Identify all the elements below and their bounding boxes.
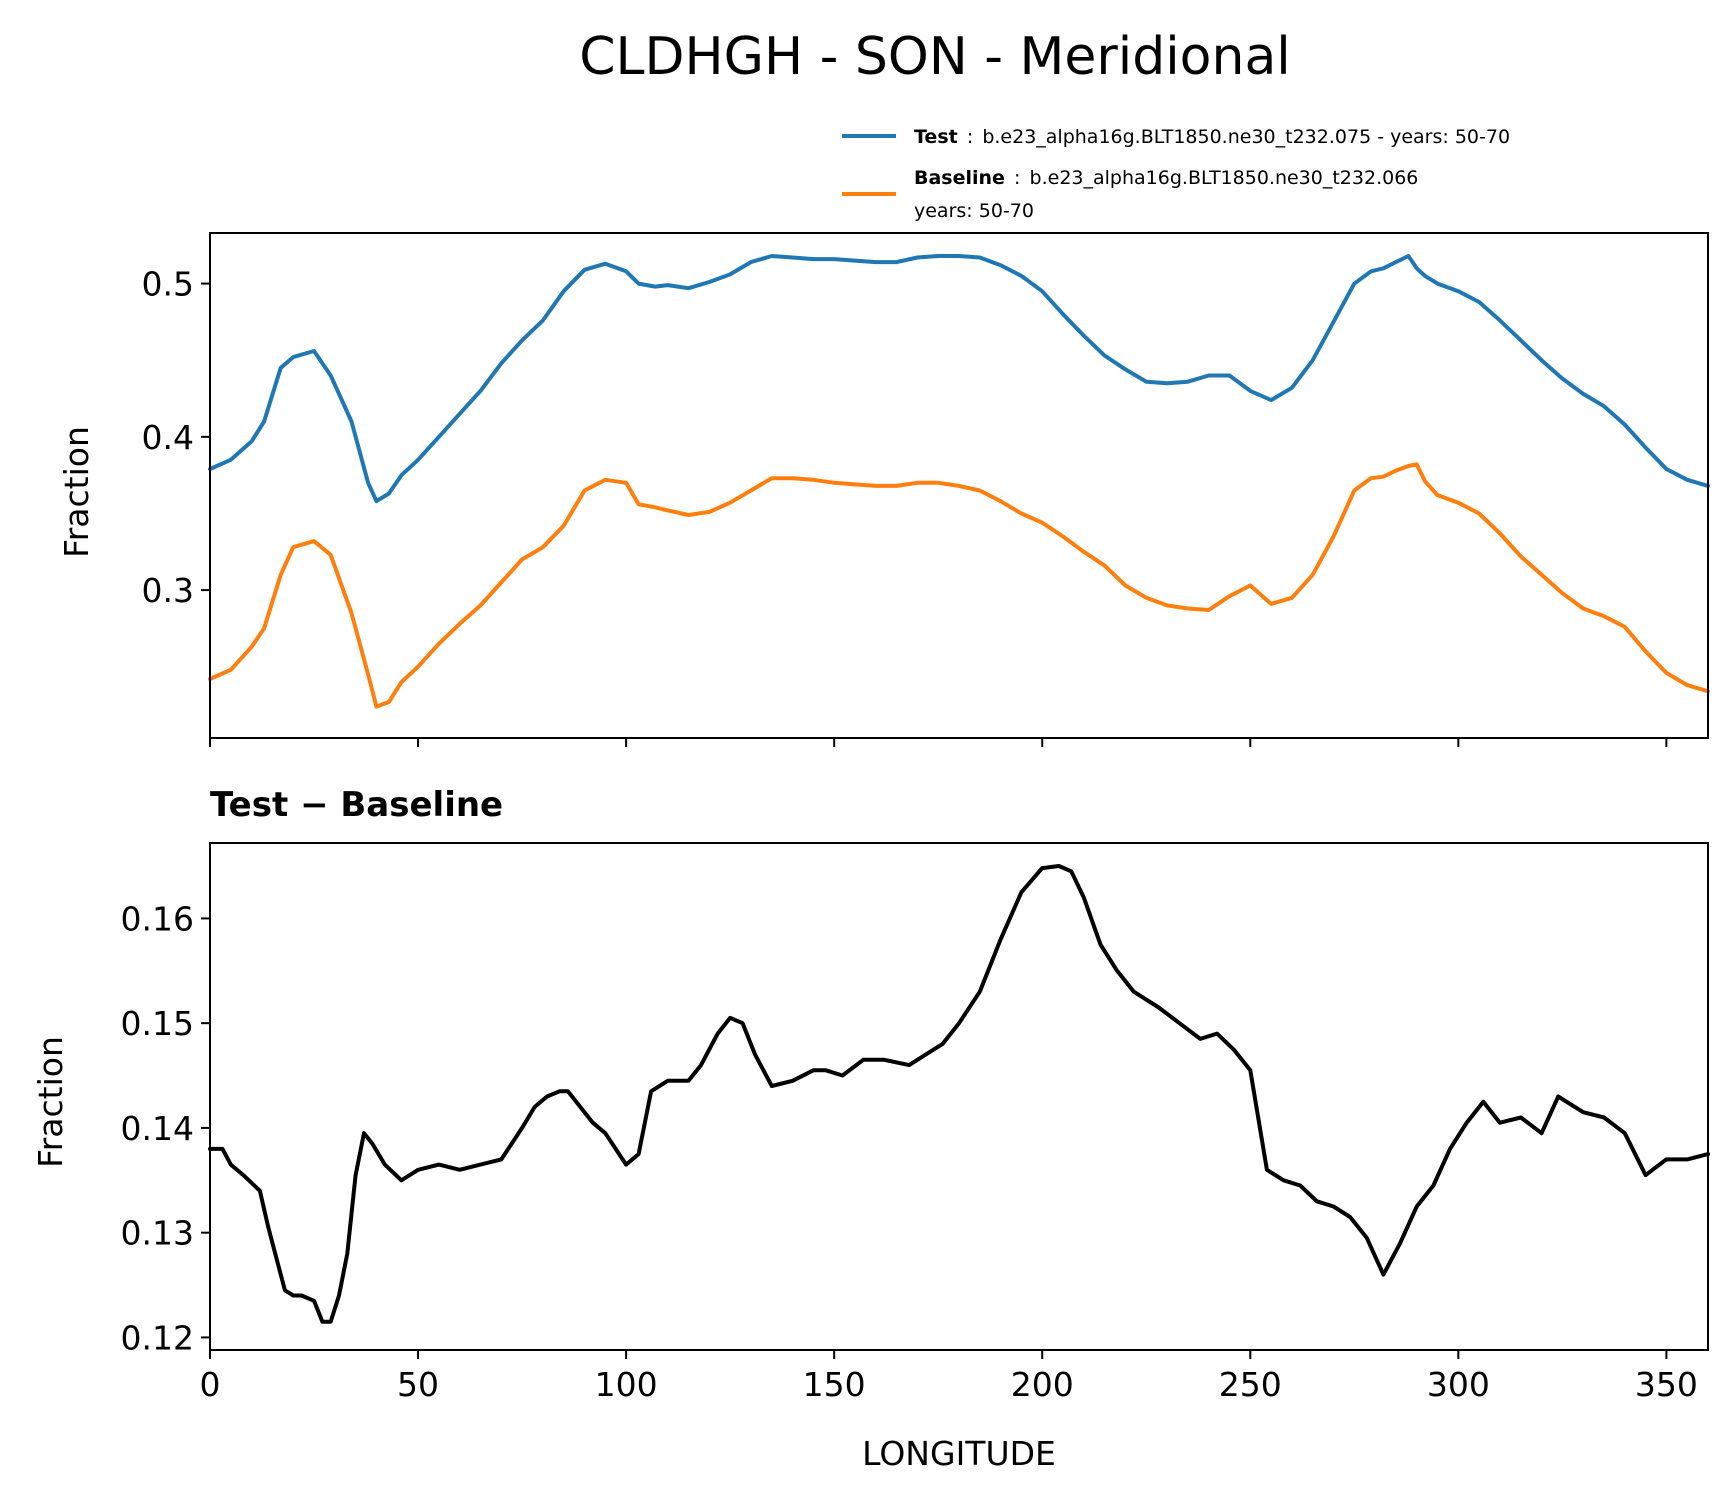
bottom-plot-lines: [208, 864, 1710, 1324]
top-plot-frame: [209, 232, 1709, 739]
legend-baseline-label-line2: years: 50-70: [914, 200, 1034, 222]
bottom-y-tick-label: 0.12: [121, 1318, 194, 1357]
legend-test-key: Test: [914, 126, 958, 148]
legend-baseline-key: Baseline: [914, 167, 1005, 189]
top-y-tick-label: 0.3: [142, 571, 194, 610]
top-panel: Fraction 0.3 0.4 0.5: [57, 232, 1710, 747]
legend-test-separator: :: [967, 126, 973, 148]
bottom-y-tick-label: 0.15: [121, 1004, 194, 1043]
top-plot-lines: [208, 254, 1710, 709]
bottom-y-tick-label: 0.16: [121, 899, 194, 938]
bottom-x-tick-label: 50: [397, 1365, 439, 1404]
top-y-axis-label: Fraction: [57, 426, 96, 558]
bottom-series-difference-line: [208, 864, 1710, 1324]
top-axis-ticks: 0.3 0.4 0.5: [142, 265, 1668, 747]
legend-test-label: b.e23_alpha16g.BLT1850.ne30_t232.075 - y…: [982, 126, 1510, 148]
top-y-tick-label: 0.4: [142, 418, 194, 457]
legend-baseline-entry: Baseline : b.e23_alpha16g.BLT1850.ne30_t…: [914, 167, 1418, 189]
bottom-panel-title: Test − Baseline: [210, 785, 503, 825]
bottom-axis-ticks: 0.12 0.13 0.14 0.15 0.16 0 50 100 150 200 250 300 35…: [121, 899, 1698, 1404]
bottom-x-axis-label: LONGITUDE: [862, 1434, 1056, 1473]
bottom-y-tick-label: 0.13: [121, 1214, 194, 1253]
legend-baseline-label-line1: b.e23_alpha16g.BLT1850.ne30_t232.066: [1030, 167, 1419, 189]
legend-baseline-separator: :: [1014, 167, 1020, 189]
bottom-x-tick-label: 0: [200, 1365, 221, 1404]
bottom-x-tick-label: 150: [803, 1365, 866, 1404]
bottom-x-tick-label: 250: [1219, 1365, 1282, 1404]
bottom-y-tick-label: 0.14: [121, 1109, 194, 1148]
bottom-x-tick-label: 200: [1011, 1365, 1074, 1404]
bottom-y-axis-label: Fraction: [31, 1036, 70, 1168]
bottom-plot-frame: [209, 842, 1709, 1351]
bottom-panel: Test − Baseline Fraction LONGITUDE 0.120…: [31, 785, 1710, 1473]
top-y-tick-label: 0.5: [142, 265, 194, 304]
bottom-x-tick-label: 300: [1427, 1365, 1490, 1404]
legend-test-entry: Test : b.e23_alpha16g.BLT1850.ne30_t232.…: [914, 126, 1510, 148]
bottom-x-tick-label: 350: [1635, 1365, 1698, 1404]
bottom-x-tick-label: 100: [595, 1365, 658, 1404]
figure-title: CLDHGH - SON - Meridional: [579, 27, 1291, 87]
top-series-baseline-line: [208, 462, 1710, 709]
legend: Test : b.e23_alpha16g.BLT1850.ne30_t232.…: [842, 126, 1510, 222]
top-series-test-line: [208, 254, 1710, 504]
